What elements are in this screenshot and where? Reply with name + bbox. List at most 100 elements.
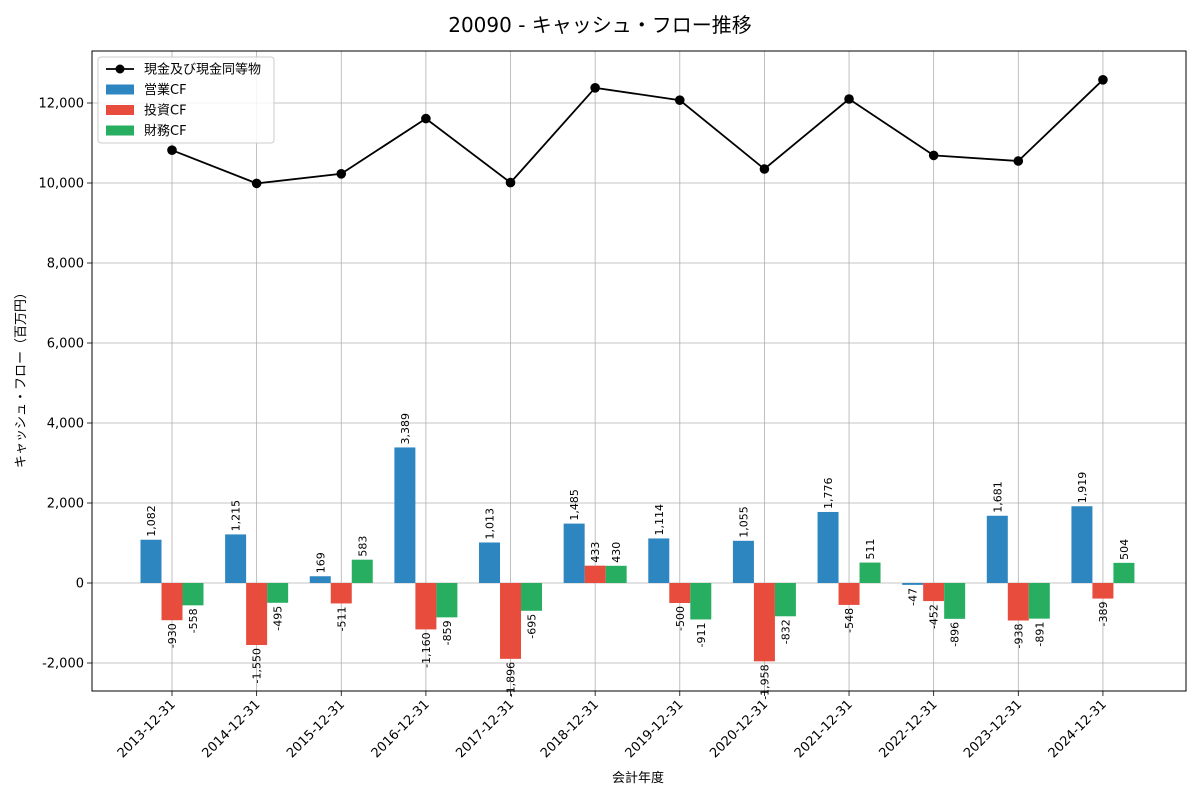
bar-investing [330, 583, 352, 604]
y-tick-label: 10,000 [39, 177, 85, 192]
bar-investing [838, 583, 860, 605]
bar-investing [753, 583, 775, 662]
bar-value-label: 511 [864, 539, 877, 560]
bar-value-label: 3,389 [399, 413, 412, 445]
bar-financing [690, 583, 712, 620]
bar-investing [669, 583, 691, 603]
x-axis-title: 会計年度 [612, 770, 664, 786]
legend-label: 営業CF [144, 82, 187, 98]
bar-value-label: 1,215 [230, 500, 243, 532]
x-tick-label: 2015-12-31 [284, 697, 348, 761]
y-tick-label: 8,000 [47, 257, 84, 272]
bar-value-label: -500 [674, 606, 687, 631]
bar-operating [309, 576, 331, 583]
cash-equivalents-point [759, 164, 770, 174]
x-tick-label: 2023-12-31 [961, 697, 1025, 761]
grid-layer [92, 51, 1186, 691]
bar-financing [944, 583, 966, 619]
bar-financing [605, 565, 627, 583]
line-layer [167, 75, 1108, 189]
legend-swatch [106, 84, 134, 95]
bar-value-label: 430 [610, 542, 623, 563]
bar-operating [732, 540, 754, 583]
bar-value-label: -896 [949, 622, 962, 647]
bar-value-label: -930 [166, 623, 179, 648]
cash-equivalents-point [928, 150, 939, 161]
bar-value-label: 1,082 [145, 505, 158, 537]
axes-layer: -2,000 0 2,000 4,000 6,000 8,000 10,000 12,000 2… [39, 50, 1187, 761]
bar-operating [140, 539, 162, 583]
bar-operating [563, 523, 585, 583]
y-axis-title: キャッシュ・フロー（百万円） [14, 286, 29, 468]
bar-operating [394, 447, 416, 583]
bar-financing [859, 562, 881, 583]
cash-equivalents-point [844, 94, 854, 104]
bar-financing [521, 583, 543, 611]
bar-value-label: 1,055 [737, 506, 750, 538]
bar-value-label: -1,896 [505, 662, 518, 697]
bar-value-label: -1,550 [251, 648, 264, 683]
bar-financing [436, 583, 458, 618]
legend-box [97, 56, 275, 144]
bar-investing [584, 565, 606, 583]
bar-value-label: 433 [589, 542, 602, 563]
cash-equivalents-point [1013, 156, 1024, 166]
bar-value-label: 1,681 [991, 481, 1004, 513]
bar-investing [246, 583, 268, 645]
bar-financing [267, 583, 289, 603]
bar-value-label: 169 [314, 552, 327, 573]
x-tick-label: 2018-12-31 [538, 697, 602, 761]
bar-investing [923, 583, 945, 602]
y-tick-label: -2,000 [42, 657, 84, 672]
x-tick-label: 2024-12-31 [1046, 697, 1110, 761]
cash-equivalents-point [336, 169, 347, 179]
cash-equivalents-point [505, 177, 516, 188]
x-tick-label: 2014-12-31 [199, 697, 263, 761]
x-tick-label: 2020-12-31 [707, 697, 771, 761]
bar-value-label: -695 [526, 614, 539, 639]
bar-financing [1028, 583, 1050, 619]
cash-equivalents-line [171, 79, 1104, 185]
plot-frame [91, 50, 1187, 692]
bar-operating [225, 534, 247, 583]
y-tick-label: 2,000 [47, 497, 84, 512]
x-tick-label: 2017-12-31 [453, 697, 517, 761]
x-tick-label: 2013-12-31 [115, 697, 179, 761]
y-tick-label: 12,000 [39, 97, 85, 112]
y-tick-label: 6,000 [47, 337, 84, 352]
legend-swatch [106, 105, 134, 115]
bar-value-label: -1,958 [758, 664, 771, 699]
bar-investing [1007, 583, 1029, 621]
legend-label: 財務CF [144, 124, 187, 139]
bar-operating [1071, 506, 1093, 583]
bar-operating [648, 538, 670, 583]
bar-value-label: 1,776 [822, 477, 835, 509]
x-tick-label: 2019-12-31 [623, 697, 687, 761]
bar-value-label: 1,013 [484, 508, 497, 540]
bar-value-label: -452 [928, 604, 941, 629]
bar-value-label: -389 [1097, 602, 1110, 627]
bar-value-label: -911 [695, 622, 708, 647]
legend-label: 現金及び現金同等物 [144, 62, 261, 78]
bar-financing [182, 583, 204, 606]
bar-investing [1092, 583, 1114, 599]
bar-value-label: -495 [272, 606, 285, 631]
bar-value-label: 1,919 [1076, 472, 1089, 504]
bar-operating [902, 583, 924, 585]
x-tick-label: 2022-12-31 [876, 697, 940, 761]
x-tick-label: 2016-12-31 [369, 697, 433, 761]
cash-equivalents-point [167, 145, 177, 155]
bar-investing [500, 583, 522, 659]
legend-swatch [106, 125, 134, 136]
bar-investing [161, 583, 183, 621]
bar-value-label: -1,160 [420, 632, 433, 667]
bar-value-label: 1,114 [653, 504, 666, 536]
y-tick-label: 0 [76, 577, 84, 592]
bar-value-label: -548 [843, 608, 856, 633]
bar-value-label: -891 [1033, 622, 1046, 647]
bar-value-label: -859 [441, 620, 454, 645]
bar-value-label: -832 [779, 619, 792, 644]
bar-value-label: 1,485 [568, 489, 581, 521]
